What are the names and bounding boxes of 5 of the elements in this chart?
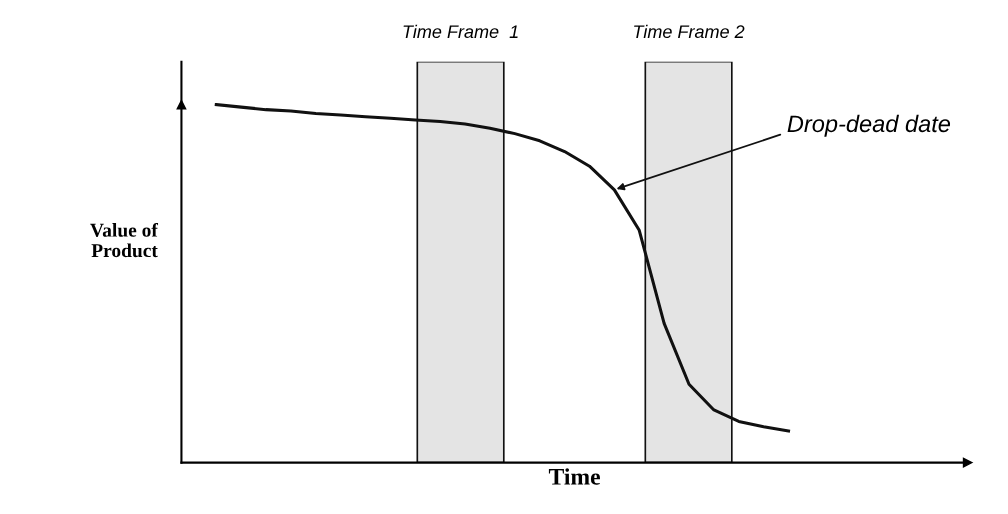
annotation: Drop-dead date bbox=[787, 114, 951, 137]
text: Time Frame 2 bbox=[634, 24, 745, 39]
y-axis-title: Value of Product bbox=[90, 222, 159, 258]
x-axis-title: Time bbox=[548, 468, 600, 485]
text: Time Frame 1 bbox=[403, 24, 518, 39]
